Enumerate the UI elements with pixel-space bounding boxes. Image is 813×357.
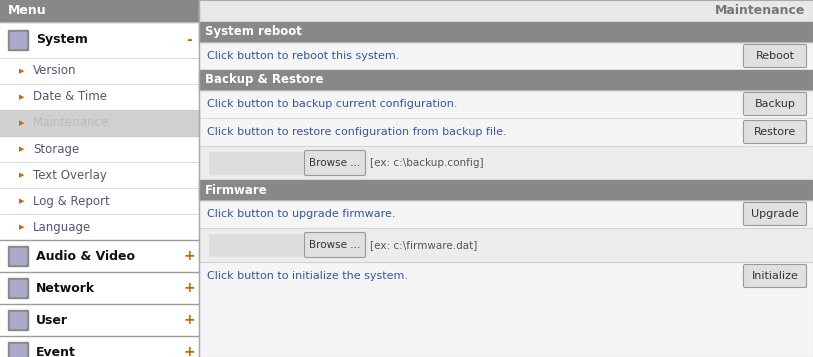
Text: ▶: ▶ [20,68,24,74]
Text: Event: Event [36,346,76,357]
Text: Network: Network [36,282,95,295]
FancyBboxPatch shape [744,202,806,226]
Text: Click button to reboot this system.: Click button to reboot this system. [207,51,399,61]
Bar [0,0,199,357]
Text: ▶: ▶ [20,94,24,100]
Bar [8,310,28,330]
Text: System: System [36,34,88,46]
FancyBboxPatch shape [744,92,806,116]
Text: ▶: ▶ [20,198,24,204]
FancyBboxPatch shape [744,45,806,67]
Text: ▶: ▶ [20,224,24,230]
Text: Menu: Menu [8,5,46,17]
FancyBboxPatch shape [744,121,806,144]
Text: +: + [183,281,195,295]
Text: Click button to initialize the system.: Click button to initialize the system. [207,271,408,281]
Text: ▶: ▶ [20,172,24,178]
Bar [8,342,28,357]
Text: System reboot: System reboot [205,25,302,39]
Text: Text Overlay: Text Overlay [33,169,107,181]
Text: Backup: Backup [754,99,795,109]
Bar [8,246,28,266]
FancyBboxPatch shape [305,151,366,176]
FancyBboxPatch shape [744,265,806,287]
Bar [199,180,813,200]
Bar [8,278,28,298]
Text: Click button to restore configuration from backup file.: Click button to restore configuration fr… [207,127,506,137]
Text: [ex: c:\backup.config]: [ex: c:\backup.config] [370,158,484,168]
Bar [199,228,813,262]
Bar [10,280,26,296]
Text: +: + [183,313,195,327]
Bar [0,110,199,136]
Text: Browse ...: Browse ... [309,158,361,168]
Text: Maintenance: Maintenance [33,116,109,130]
Bar [209,234,304,256]
Text: Log & Report: Log & Report [33,195,110,207]
FancyBboxPatch shape [305,232,366,257]
Text: +: + [183,345,195,357]
Text: ▶: ▶ [20,146,24,152]
Text: Maintenance: Maintenance [715,5,805,17]
Bar [10,32,26,48]
Text: Audio & Video: Audio & Video [36,250,135,262]
Text: Backup & Restore: Backup & Restore [205,74,324,86]
Text: Browse ...: Browse ... [309,240,361,250]
Bar [10,344,26,357]
Text: Language: Language [33,221,91,233]
Text: +: + [183,249,195,263]
Bar [199,0,813,22]
Text: [ex: c:\firmware.dat]: [ex: c:\firmware.dat] [370,240,477,250]
Text: User: User [36,313,68,327]
Text: Firmware: Firmware [205,183,267,196]
Bar [199,22,813,42]
Text: -: - [186,33,192,47]
Bar [10,312,26,328]
Bar [10,248,26,264]
Text: Initialize: Initialize [751,271,798,281]
Text: ▶: ▶ [20,120,24,126]
Text: Storage: Storage [33,142,79,156]
Bar [199,146,813,180]
Bar [199,0,813,357]
Text: Restore: Restore [754,127,796,137]
Text: Click button to upgrade firmware.: Click button to upgrade firmware. [207,209,395,219]
Text: Date & Time: Date & Time [33,91,107,104]
Bar [8,30,28,50]
Bar [0,0,199,22]
Bar [199,22,813,357]
Text: Reboot: Reboot [755,51,794,61]
Bar [199,70,813,90]
Bar [209,152,304,174]
Text: Click button to backup current configuration.: Click button to backup current configura… [207,99,458,109]
Text: Upgrade: Upgrade [751,209,799,219]
Text: Version: Version [33,65,76,77]
